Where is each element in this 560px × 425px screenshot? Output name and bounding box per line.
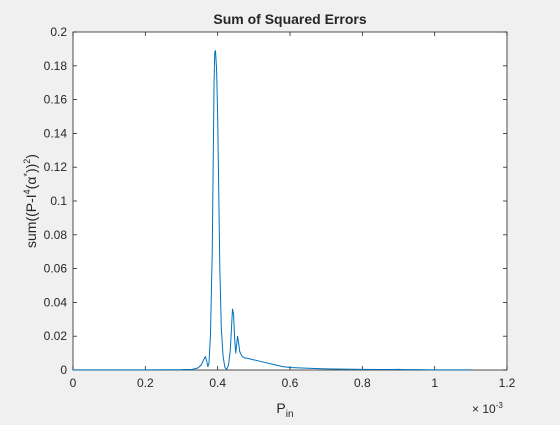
series-line	[73, 50, 471, 371]
y-tick-label: 0.14	[44, 126, 68, 140]
x-tick-label: 1.2	[499, 376, 516, 390]
y-tick-label: 0.18	[44, 59, 68, 73]
y-axis-label: sum((P-I4(α*))2)	[22, 154, 39, 248]
y-tick-label: 0.12	[44, 160, 68, 174]
x-axis-ticks: 0 0.2 0.4 0.6 0.8 1 1.2	[70, 32, 516, 390]
x-tick-label: 0.2	[137, 376, 154, 390]
x-tick-label: 0.6	[282, 376, 299, 390]
plot-area	[72, 31, 508, 371]
y-tick-label: 0.06	[44, 262, 68, 276]
x-tick-label: 0.8	[354, 376, 371, 390]
y-tick-label: 0.1	[50, 194, 67, 208]
y-tick-label: 0.04	[44, 295, 68, 309]
x-tick-label: 0	[70, 376, 77, 390]
y-tick-label: 0	[60, 363, 67, 377]
chart-title: Sum of Squared Errors	[213, 11, 366, 27]
y-tick-label: 0.16	[44, 93, 68, 107]
x-axis-multiplier: × 10-3	[472, 401, 503, 416]
y-tick-label: 0.2	[50, 25, 67, 39]
y-tick-label: 0.08	[44, 228, 68, 242]
x-tick-label: 0.4	[209, 376, 226, 390]
y-tick-label: 0.02	[44, 329, 68, 343]
x-tick-label: 1	[431, 376, 438, 390]
x-axis-label: Pin	[276, 400, 293, 420]
y-axis-ticks: 0 0.02 0.04 0.06 0.08 0.1 0.12 0.14 0.16 0.18 0.2	[44, 25, 507, 377]
